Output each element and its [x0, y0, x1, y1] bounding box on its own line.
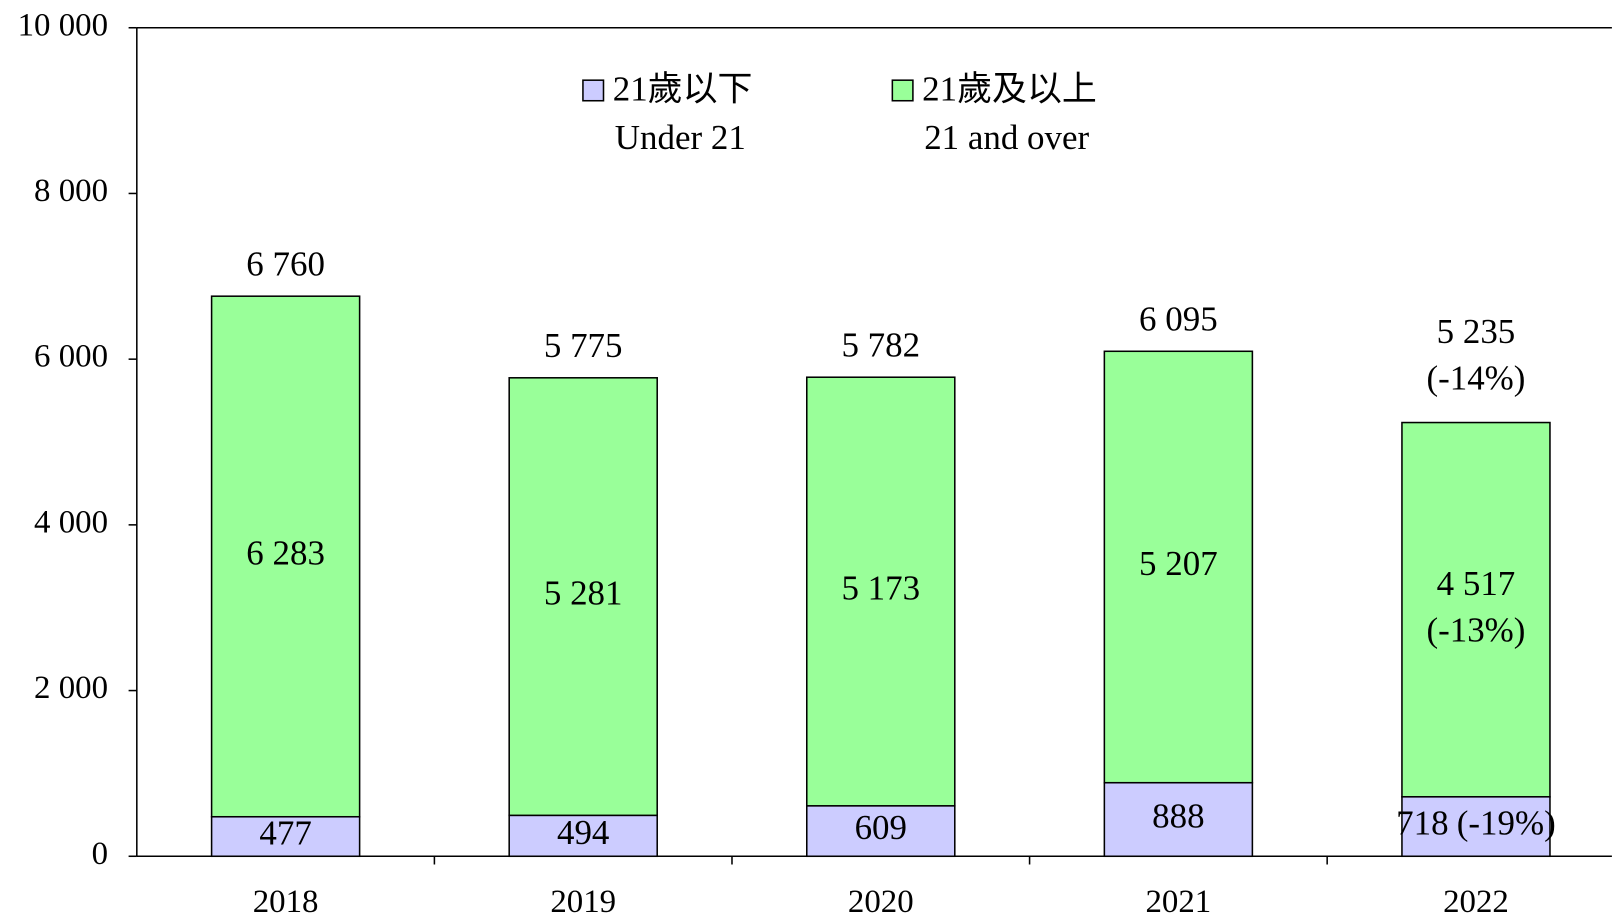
segment-value-label: 494 [557, 813, 609, 852]
change-label: (-13%) [1426, 610, 1525, 649]
segment-value-label: 888 [1152, 796, 1204, 835]
y-tick-label: 2 000 [34, 670, 108, 706]
bar-segment [508, 377, 658, 817]
value-label: 477 [259, 814, 311, 853]
segment-value-label: 5 281 [544, 574, 623, 613]
segment-value-label: 609 [855, 808, 907, 847]
bar-segment [1401, 421, 1551, 798]
bar-segment [210, 815, 361, 858]
legend-label-en: 21 and over [924, 118, 1089, 157]
bar-segment [508, 814, 658, 858]
y-tick-label: 0 [92, 836, 108, 872]
legend-label-en: Under 21 [615, 118, 746, 157]
y-tick-label: 8 000 [34, 173, 108, 209]
bar-segment [806, 805, 956, 858]
bar-segment [1103, 350, 1254, 784]
bar-segment [1103, 781, 1254, 858]
segment-value-label: 6 283 [246, 533, 325, 572]
segment-value-label: 5 207 [1139, 544, 1218, 583]
total-change-label: (-14%) [1426, 358, 1525, 397]
value-label: 494 [557, 813, 609, 852]
value-label: 888 [1152, 796, 1204, 835]
total-label: 5 235 [1437, 312, 1516, 351]
total-label: 6 760 [246, 244, 325, 283]
x-tick-label: 2022 [1443, 884, 1509, 920]
value-label: 718 [1396, 804, 1448, 843]
x-tick-label: 2020 [848, 884, 914, 920]
legend-label: 21歲及以上 [922, 70, 1097, 109]
legend-label: 21歲以下 [613, 70, 753, 109]
x-tick-label: 2018 [253, 884, 319, 920]
segment-value-label: 718 (-19%) [1396, 804, 1556, 843]
y-tick-label: 4 000 [34, 504, 108, 540]
bar-segment [806, 376, 956, 807]
total-label: 5 782 [841, 325, 920, 364]
change-label: (-19%) [1457, 804, 1556, 843]
segment-value-label: 477 [259, 814, 311, 853]
legend-swatch [891, 79, 914, 102]
bar-segment [210, 295, 361, 818]
legend-swatch [582, 79, 605, 102]
bar-segment [1401, 796, 1551, 858]
x-tick-label: 2019 [550, 884, 616, 920]
x-tick-label: 2021 [1145, 884, 1211, 920]
total-label: 5 775 [544, 326, 623, 365]
y-tick-label: 10 000 [18, 7, 108, 43]
segment-value-label: 4 517 [1437, 564, 1516, 603]
y-tick-label: 6 000 [34, 339, 108, 375]
total-label: 6 095 [1139, 300, 1218, 339]
value-label: 609 [855, 808, 907, 847]
segment-value-label: 5 173 [841, 569, 920, 608]
